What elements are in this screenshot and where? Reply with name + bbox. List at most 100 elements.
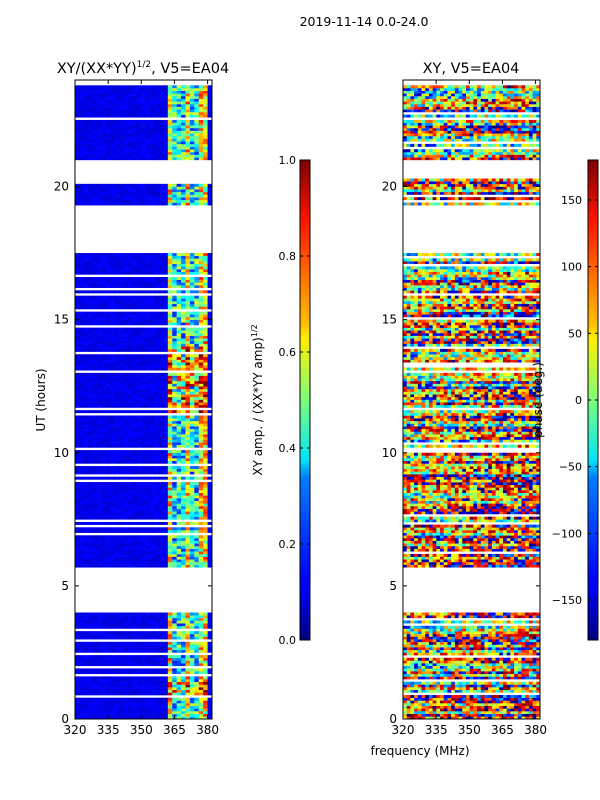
heatmap-cell [189, 684, 195, 688]
heatmap-cell [97, 338, 102, 342]
heatmap-cell [194, 513, 200, 517]
heatmap-cell [181, 295, 186, 299]
heatmap-cell [150, 559, 155, 563]
heatmap-cell [198, 431, 204, 435]
heatmap-cell [75, 138, 80, 142]
heatmap-cell [163, 471, 169, 475]
heatmap-cell [185, 641, 191, 645]
heatmap-cell [189, 362, 195, 366]
heatmap-cell [75, 500, 80, 504]
heatmap-cell [114, 199, 120, 203]
heatmap-cell [83, 484, 89, 488]
heatmap-cell [176, 527, 182, 531]
heatmap-cell [110, 378, 116, 382]
heatmap-cell [105, 705, 111, 709]
heatmap-cell [136, 436, 142, 440]
heatmap-cell [79, 692, 85, 696]
heatmap-cell [181, 266, 186, 270]
heatmap-cell [141, 383, 147, 387]
heatmap-cell [88, 655, 94, 659]
heatmap-cell [189, 564, 195, 568]
heatmap-cell [141, 386, 147, 390]
heatmap-cell [101, 388, 107, 392]
heatmap-cell [203, 300, 208, 304]
heatmap-cell [114, 439, 120, 443]
heatmap-cell [119, 689, 125, 693]
heatmap-cell [92, 396, 98, 400]
heatmap-cell [207, 468, 212, 472]
heatmap-cell [189, 282, 195, 286]
heatmap-cell [203, 537, 208, 541]
heatmap-cell [176, 146, 182, 150]
heatmap-cell [75, 391, 80, 395]
heatmap-cell [176, 135, 182, 139]
heatmap-cell [172, 348, 178, 352]
heatmap-cell [181, 681, 186, 685]
heatmap-cell [207, 431, 212, 435]
heatmap-cell [150, 279, 155, 283]
heatmap-cell [185, 119, 191, 123]
heatmap-cell [132, 271, 138, 275]
heatmap-cell [163, 271, 169, 275]
heatmap-cell [83, 111, 89, 115]
heatmap-cell [97, 354, 102, 358]
heatmap-cell [172, 122, 178, 126]
heatmap-cell [198, 687, 204, 691]
heatmap-cell [92, 681, 98, 685]
heatmap-cell [207, 378, 212, 382]
heatmap-cell [154, 146, 160, 150]
heatmap-cell [92, 529, 98, 533]
heatmap-cell [194, 367, 200, 371]
heatmap-cell [163, 189, 169, 193]
heatmap-cell [97, 657, 102, 661]
heatmap-cell [136, 471, 142, 475]
heatmap-cell [92, 314, 98, 318]
heatmap-cell [136, 559, 142, 563]
heatmap-cell [105, 460, 111, 464]
heatmap-cell [207, 410, 212, 414]
heatmap-cell [207, 551, 212, 555]
heatmap-cell [141, 434, 147, 438]
heatmap-cell [110, 540, 116, 544]
heatmap-cell [75, 133, 80, 137]
heatmap-cell [105, 516, 111, 520]
heatmap-cell [136, 671, 142, 675]
heatmap-cell [128, 455, 133, 459]
heatmap-cell [101, 636, 107, 640]
heatmap-cell [128, 149, 133, 153]
heatmap-cell [105, 498, 111, 501]
heatmap-cell [150, 332, 155, 336]
heatmap-cell [185, 516, 191, 520]
heatmap-cell [194, 383, 200, 387]
heatmap-cell [141, 684, 147, 688]
heatmap-cell [181, 442, 186, 446]
heatmap-cell [75, 271, 80, 275]
heatmap-cell [189, 508, 195, 512]
heatmap-cell [189, 396, 195, 400]
heatmap-cell [185, 258, 191, 262]
heatmap-cell [172, 490, 178, 493]
heatmap-cell [145, 529, 151, 533]
heatmap-cell [181, 623, 186, 627]
heatmap-cell [123, 492, 129, 496]
heatmap-cell [145, 258, 151, 262]
heatmap-cell [163, 612, 169, 616]
heatmap-cell [141, 617, 147, 621]
heatmap-cell [158, 402, 164, 406]
heatmap-cell [154, 647, 160, 651]
heatmap-cell [145, 623, 151, 627]
heatmap-cell [207, 255, 212, 259]
heatmap-cell [194, 508, 200, 512]
heatmap-cell [163, 703, 169, 706]
heatmap-cell [150, 266, 155, 270]
heatmap-cell [163, 141, 169, 145]
heatmap-cell [128, 631, 133, 635]
heatmap-cell [203, 348, 208, 352]
heatmap-cell [83, 364, 89, 368]
heatmap-cell [203, 420, 208, 424]
heatmap-cell [105, 141, 111, 145]
heatmap-cell [83, 687, 89, 691]
heatmap-cell [181, 391, 186, 395]
heatmap-cell [145, 330, 151, 334]
heatmap-cell [97, 348, 102, 352]
